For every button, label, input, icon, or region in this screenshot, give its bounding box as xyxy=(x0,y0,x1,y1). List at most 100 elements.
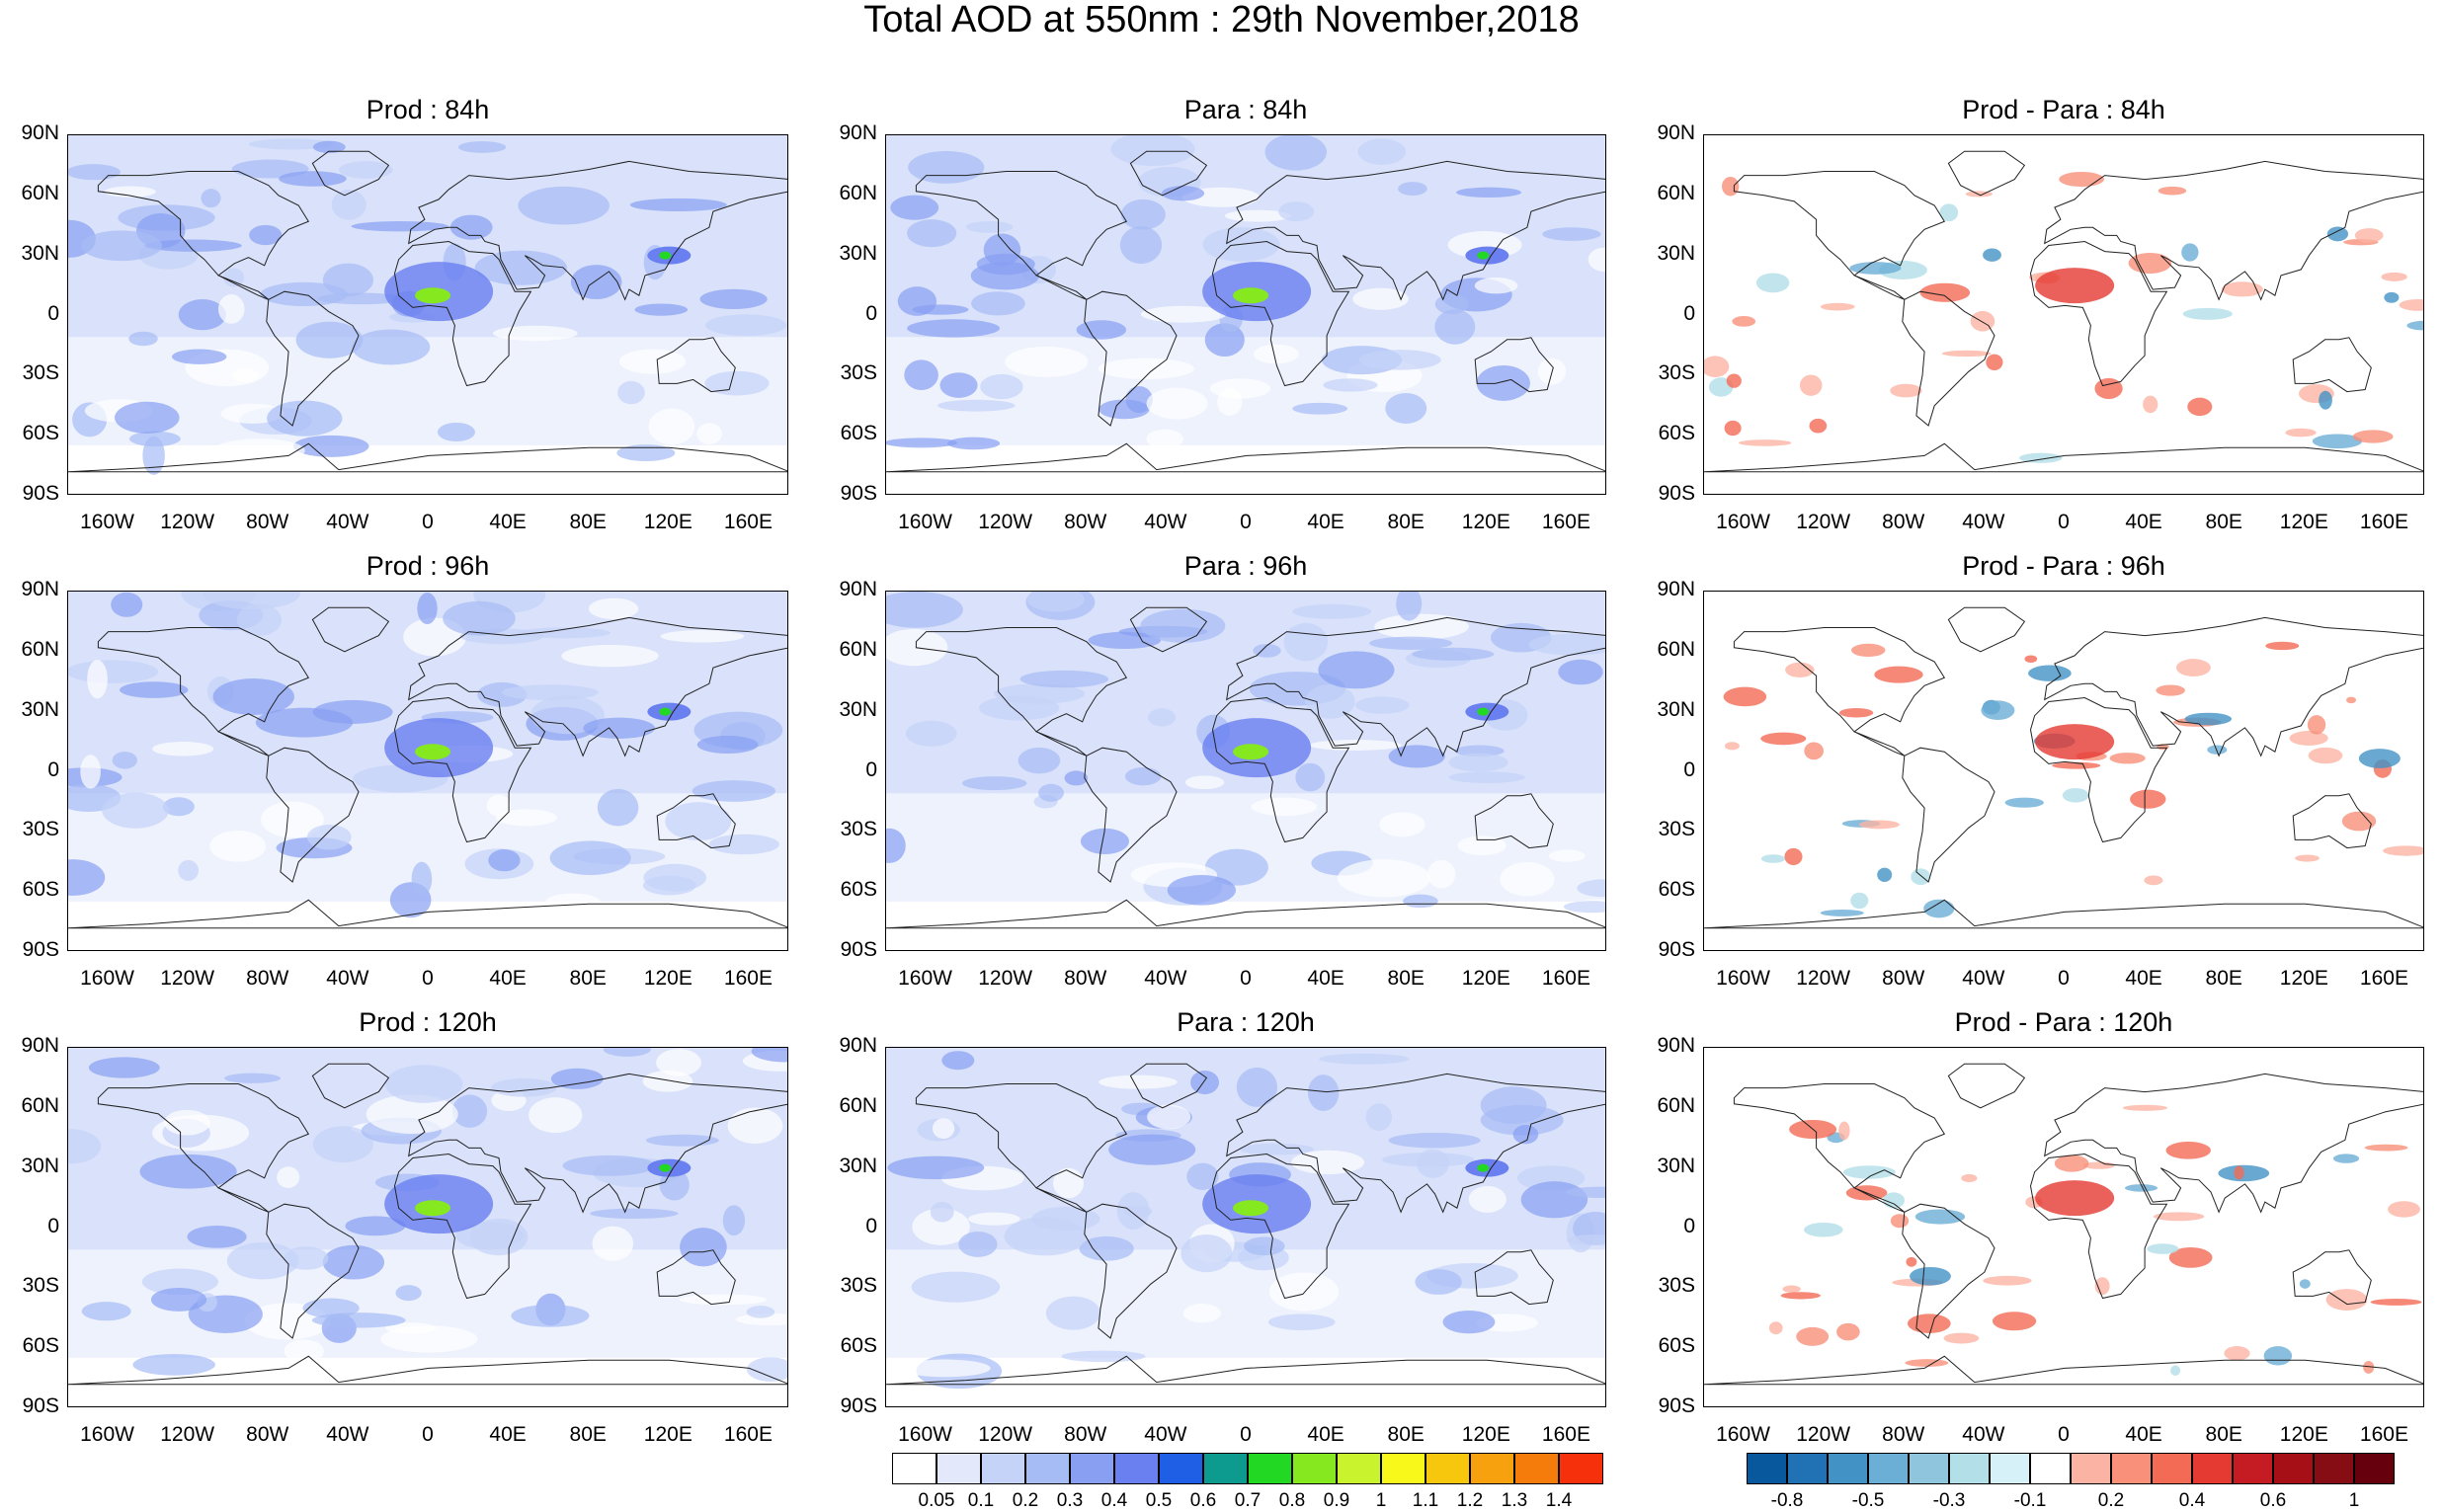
lon-tick-label: 160W xyxy=(898,1423,952,1446)
colorbar-label: 0.3 xyxy=(1056,1490,1084,1511)
lat-tick-label: 30S xyxy=(1658,818,1695,841)
lon-tick-label: 80E xyxy=(569,511,607,533)
lon-tick-label: 160W xyxy=(898,967,952,990)
panel-title: Prod - Para : 120h xyxy=(1954,1007,2173,1037)
map-panel: Prod : 96h 90N 60N 30N 0 30S 60S 90S 160W 120W 80W… xyxy=(21,551,788,990)
colorbar-swatch xyxy=(1909,1453,1949,1484)
lat-tick-label: 0 xyxy=(1683,1214,1695,1237)
lat-tick-label: 60S xyxy=(22,422,59,445)
lon-tick-label: 120W xyxy=(160,967,215,990)
lon-tick-label: 120W xyxy=(1796,967,1851,990)
lat-tick-label: 60N xyxy=(1657,181,1695,204)
lon-tick-label: 40W xyxy=(1962,967,2005,990)
lon-tick-label: 80E xyxy=(1387,511,1425,533)
lon-tick-label: 120E xyxy=(643,967,692,990)
lon-tick-label: 120W xyxy=(978,967,1033,990)
lon-tick-label: 40W xyxy=(326,1423,369,1446)
lon-tick-label: 160W xyxy=(1716,511,1770,533)
colorbar-swatch xyxy=(1292,1453,1337,1484)
panel-title: Prod - Para : 84h xyxy=(1962,95,2165,124)
lon-tick-label: 160E xyxy=(2359,967,2408,990)
colorbar-label: 1.1 xyxy=(1412,1490,1439,1511)
lat-tick-label: 30N xyxy=(21,1154,59,1177)
lon-tick-label: 0 xyxy=(2058,1423,2070,1446)
lat-tick-label: 0 xyxy=(1683,301,1695,325)
map-plot xyxy=(885,591,1606,951)
map-panel: Prod - Para : 96h 90N 60N 30N 0 30S 60S 90S 160W… xyxy=(1657,551,2424,990)
lon-tick-label: 40E xyxy=(2125,967,2162,990)
map-panel: Para : 84h 90N 60N 30N 0 30S 60S 90S 160W 120W 80W… xyxy=(839,95,1606,533)
lat-tick-label: 30N xyxy=(1657,697,1695,721)
lat-tick-label: 60S xyxy=(22,1334,59,1358)
lat-tick-label: 30S xyxy=(840,818,877,841)
colorbar-label: 0.2 xyxy=(1012,1490,1039,1511)
colorbar-label: 0.7 xyxy=(1234,1490,1262,1511)
lon-tick-label: 80E xyxy=(1387,967,1425,990)
colorbar-label: -0.1 xyxy=(2013,1490,2047,1511)
lat-tick-label: 0 xyxy=(47,301,59,325)
lon-tick-label: 120E xyxy=(2279,967,2328,990)
lat-tick-label: 90N xyxy=(1657,578,1695,600)
colorbar-label: 0.6 xyxy=(2259,1490,2287,1511)
lat-tick-label: 30S xyxy=(22,361,59,385)
lon-tick-label: 80E xyxy=(569,1423,607,1446)
lat-tick-label: 60S xyxy=(22,878,59,902)
panel-title: Prod - Para : 96h xyxy=(1962,551,2165,581)
map-panel: Prod - Para : 120h 90N 60N 30N 0 30S 60S 90S 160… xyxy=(1657,1007,2424,1446)
lat-tick-label: 30N xyxy=(21,241,59,265)
lat-tick-label: 90N xyxy=(21,1034,59,1057)
lat-tick-label: 60N xyxy=(21,637,59,661)
map-panel: Prod : 120h 90N 60N 30N 0 30S 60S 90S 160W 120W 80… xyxy=(21,1007,788,1446)
lat-tick-label: 90N xyxy=(839,1034,877,1057)
map-plot xyxy=(1703,134,2424,495)
colorbar-swatch xyxy=(1559,1453,1603,1484)
lon-tick-label: 80W xyxy=(1064,1423,1107,1446)
lat-tick-label: 30N xyxy=(839,241,877,265)
lat-tick-label: 60N xyxy=(1657,1093,1695,1117)
lon-tick-label: 160W xyxy=(80,967,134,990)
lat-tick-label: 60S xyxy=(840,878,877,902)
lat-tick-label: 30N xyxy=(21,697,59,721)
lon-tick-label: 0 xyxy=(1240,967,1252,990)
lon-tick-label: 160E xyxy=(2359,1423,2408,1446)
lon-tick-label: 160E xyxy=(723,1423,773,1446)
lon-tick-label: 120E xyxy=(1461,1423,1510,1446)
colorbar-label: 0.4 xyxy=(2178,1490,2206,1511)
lon-tick-label: 80E xyxy=(2205,967,2242,990)
lat-tick-label: 60N xyxy=(21,1093,59,1117)
colorbar-label: 1 xyxy=(2348,1490,2360,1511)
lon-tick-label: 120W xyxy=(978,1423,1033,1446)
lat-tick-label: 0 xyxy=(865,1214,877,1237)
lat-tick-label: 0 xyxy=(47,1214,59,1237)
lat-tick-label: 30S xyxy=(840,361,877,385)
lon-tick-label: 40E xyxy=(1307,511,1344,533)
lat-tick-label: 30N xyxy=(839,1154,877,1177)
colorbar-swatch xyxy=(936,1453,981,1484)
lat-tick-label: 60S xyxy=(1658,422,1695,445)
lon-tick-label: 0 xyxy=(422,511,434,533)
colorbar-swatch xyxy=(2111,1453,2152,1484)
colorbar-swatch xyxy=(2233,1453,2273,1484)
lon-tick-label: 40W xyxy=(1962,511,2005,533)
lon-tick-label: 120E xyxy=(1461,511,1510,533)
lat-tick-label: 90S xyxy=(1658,1394,1695,1417)
lon-tick-label: 160E xyxy=(723,511,773,533)
lon-tick-label: 40E xyxy=(2125,511,2162,533)
lon-tick-label: 0 xyxy=(422,1423,434,1446)
lat-tick-label: 30S xyxy=(1658,361,1695,385)
colorbar-label: 0.9 xyxy=(1323,1490,1350,1511)
lon-tick-label: 80E xyxy=(569,967,607,990)
colorbar-swatch xyxy=(1337,1453,1381,1484)
colorbar-swatch xyxy=(1248,1453,1292,1484)
map-plot xyxy=(67,591,788,951)
colorbar-label: 1.3 xyxy=(1501,1490,1528,1511)
lon-tick-label: 80W xyxy=(1882,1423,1925,1446)
map-panel: Prod : 84h 90N 60N 30N 0 30S 60S 90S 160W 120W 80W… xyxy=(21,95,788,533)
colorbar-swatch xyxy=(2354,1453,2395,1484)
colorbar-label: 0.5 xyxy=(1145,1490,1173,1511)
lat-tick-label: 60N xyxy=(839,637,877,661)
lat-tick-label: 90S xyxy=(22,482,59,505)
lon-tick-label: 80W xyxy=(1064,511,1107,533)
colorbar-swatch xyxy=(1787,1453,1828,1484)
map-plot xyxy=(67,1047,788,1407)
